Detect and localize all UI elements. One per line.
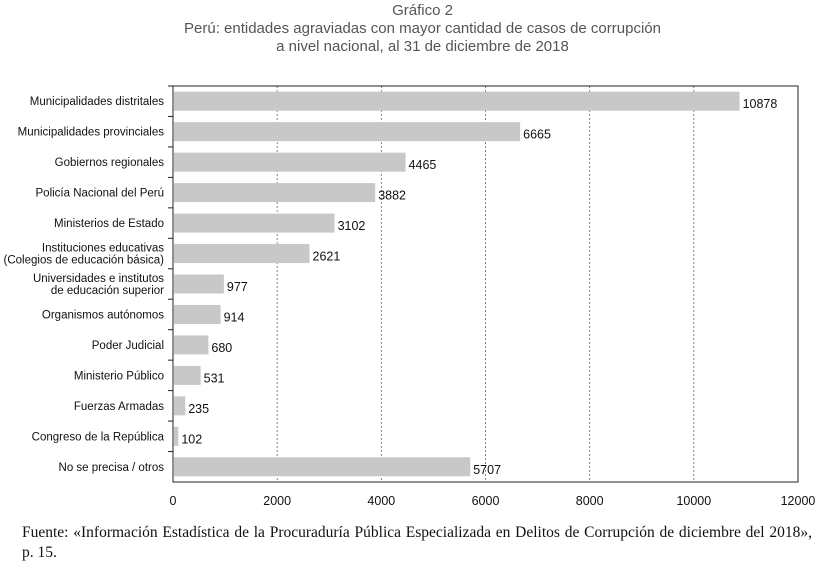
bar — [174, 457, 471, 477]
category-label: Ministerio Público — [74, 370, 164, 382]
category-label: Gobiernos regionales — [55, 157, 165, 169]
category-label: Municipalidades provinciales — [18, 127, 165, 139]
x-tick-label: 10000 — [676, 494, 711, 508]
category-label-line: Congreso de la República — [32, 431, 165, 443]
value-label: 5707 — [473, 463, 501, 477]
x-axis-tick-labels: 0 2000 4000 6000 8000 10000 12000 — [170, 494, 816, 508]
category-label-line: Fuerzas Armadas — [74, 401, 164, 413]
x-tick-label: 8000 — [576, 494, 604, 508]
category-label-line: Ministerio Público — [74, 370, 164, 382]
category-labels: Municipalidades distritales Municipalidad… — [4, 96, 165, 474]
bar — [174, 304, 221, 324]
value-label: 3102 — [338, 219, 366, 233]
plot-frame — [172, 85, 799, 483]
category-label: Universidades e institutos de educación s… — [33, 273, 164, 297]
value-label: 235 — [188, 402, 209, 416]
bar — [174, 183, 376, 203]
category-label-line: Universidades e institutos — [33, 273, 164, 285]
grid-lines — [276, 86, 695, 482]
category-label-line: de educación superior — [51, 285, 164, 297]
category-label-line: Municipalidades distritales — [30, 96, 164, 108]
value-label: 914 — [224, 310, 245, 324]
value-labels: 10878 6665 4465 3882 3102 2621 977 914 680 531 235… — [181, 97, 777, 477]
value-label: 977 — [227, 280, 248, 294]
chart-title-line-2: a nivel nacional, al 31 de diciembre de … — [276, 38, 569, 55]
category-label-line: No se precisa / otros — [59, 462, 165, 474]
x-tick-label: 0 — [170, 494, 177, 508]
chart-title-line-1: Perú: entidades agraviadas con mayor can… — [184, 20, 661, 37]
bar — [174, 365, 201, 385]
bar — [174, 244, 310, 264]
value-label: 10878 — [743, 97, 778, 111]
chart-title-block: Gráfico 2 Perú: entidades agraviadas con… — [0, 2, 827, 56]
x-tick-label: 4000 — [367, 494, 395, 508]
value-label: 680 — [211, 341, 232, 355]
category-label-line: Poder Judicial — [92, 340, 164, 352]
bar — [174, 274, 224, 294]
category-label: Congreso de la República — [32, 431, 165, 443]
bar-chart: Municipalidades distritales Municipalidad… — [4, 85, 816, 508]
category-label: Poder Judicial — [92, 340, 164, 352]
category-label: No se precisa / otros — [59, 462, 165, 474]
value-label: 6665 — [523, 128, 551, 142]
bar — [174, 152, 406, 172]
category-label-line: Policía Nacional del Perú — [36, 188, 165, 200]
bar — [174, 396, 186, 416]
category-label: Policía Nacional del Perú — [36, 188, 165, 200]
category-label-line: Gobiernos regionales — [55, 157, 165, 169]
category-label: Organismos autónomos — [42, 309, 164, 321]
category-label-line: Municipalidades provinciales — [18, 127, 165, 139]
x-tick-label: 2000 — [263, 494, 291, 508]
value-label: 4465 — [409, 158, 437, 172]
category-ticks — [168, 85, 173, 453]
category-label-line: Organismos autónomos — [42, 309, 164, 321]
value-label: 3882 — [378, 189, 406, 203]
category-label: Municipalidades distritales — [30, 96, 164, 108]
bars — [174, 91, 740, 477]
category-label: Fuerzas Armadas — [74, 401, 164, 413]
value-label: 531 — [204, 371, 225, 385]
x-tick-label: 6000 — [472, 494, 500, 508]
value-label: 2621 — [313, 250, 341, 264]
bar — [174, 426, 179, 446]
bar — [174, 335, 209, 355]
value-label: 102 — [181, 432, 202, 446]
bar — [174, 122, 521, 142]
x-tick-label: 12000 — [781, 494, 816, 508]
bar — [174, 91, 740, 111]
bar — [174, 213, 335, 233]
category-label-line: Instituciones educativas — [42, 243, 164, 255]
chart-number: Gráfico 2 — [392, 2, 453, 19]
source-note: Fuente: «Información Estadística de la P… — [22, 524, 812, 561]
category-label-line: (Colegios de educación básica) — [4, 255, 165, 267]
category-label-line: Ministerios de Estado — [54, 218, 164, 230]
category-label: Instituciones educativas (Colegios de edu… — [4, 243, 165, 267]
category-label: Ministerios de Estado — [54, 218, 164, 230]
